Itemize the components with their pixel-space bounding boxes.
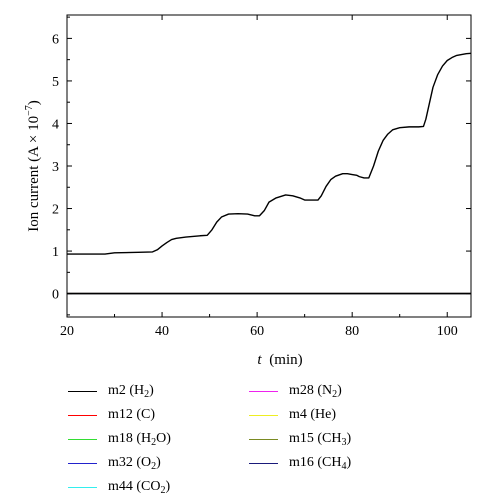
legend-item-m2: m2 (H2) [68,380,154,402]
legend-swatch [249,462,278,464]
legend-label: m4 (He) [289,407,337,422]
y-tick-label: 4 [52,117,59,132]
series-layer [67,52,472,295]
legend-swatch [68,438,97,440]
series-line-m2 [67,52,472,255]
x-tick-label: 20 [60,324,74,339]
legend-label: m32 (O2) [108,455,161,472]
legend-item-m4: m4 (He) [249,404,336,426]
legend-label: m16 (CH4) [289,455,352,472]
x-axis-label-unit: (min) [269,352,302,368]
y-axis-label-tail: ) [26,100,42,105]
y-tick-label: 3 [52,160,59,175]
legend-label: m18 (H2O) [108,431,171,448]
plot-frame [66,14,472,318]
y-tick-label: 1 [52,245,59,260]
legend-item-m32: m32 (O2) [68,452,161,474]
x-axis-label: t (min) [257,352,302,368]
legend-item-m16: m16 (CH4) [249,452,351,474]
legend-swatch [68,486,97,488]
legend-item-m44: m44 (CO2) [68,476,170,498]
x-tick-label: 60 [250,324,264,339]
legend-item-m18: m18 (H2O) [68,428,171,450]
legend-item-m12: m12 (C) [68,404,155,426]
chart: 20 40 60 80 100 0 1 2 3 4 5 6 t (min) Ion current (… [24,14,472,368]
legend-swatch [68,390,97,392]
y-tick-label: 6 [52,32,59,47]
legend-label: m15 (CH3) [289,431,352,448]
legend-swatch [68,462,97,464]
legend-label: m12 (C) [108,407,156,422]
x-tick-label: 80 [345,324,359,339]
y-axis-label-exponent: −7 [24,105,35,116]
legend-label: m2 (H2) [108,383,154,400]
legend-item-m15: m15 (CH3) [249,428,351,450]
legend-item-m28: m28 (N2) [249,380,342,402]
axes-layer: 20 40 60 80 100 0 1 2 3 4 5 6 [52,14,472,339]
y-tick-label: 5 [52,75,59,90]
y-tick-label: 2 [52,203,59,218]
x-axis-label-var: t [257,352,262,368]
x-tick-label: 100 [437,324,458,339]
legend-label: m44 (CO2) [108,479,171,496]
y-axis-label: Ion current (A × 10−7) [24,100,42,232]
legend-swatch [249,438,278,440]
y-axis-label-main: Ion current (A × 10 [26,116,42,232]
legend: m2 (H2) m12 (C) m18 (H2O) m32 (O2) m44 (CO2)… [0,374,489,496]
legend-label: m28 (N2) [289,383,342,400]
y-tick-label: 0 [52,288,59,303]
legend-swatch [249,390,278,392]
legend-swatch [68,414,97,416]
legend-swatch [249,414,278,416]
x-tick-label: 40 [155,324,169,339]
